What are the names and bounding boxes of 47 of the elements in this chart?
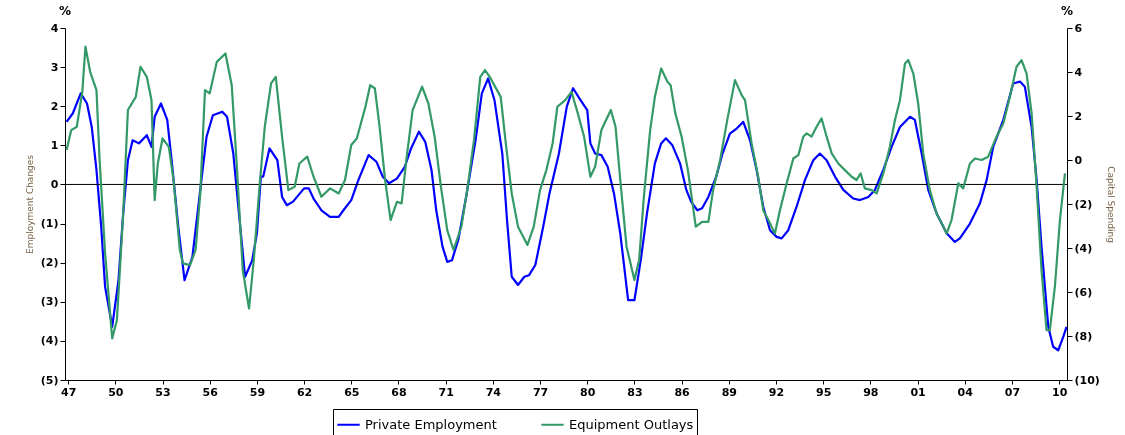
y-tick-label: (2) bbox=[40, 256, 59, 270]
y2-axis-title: Capital Spending bbox=[1105, 166, 1116, 243]
x-tick-label: 47 bbox=[60, 385, 77, 399]
x-tick-label: 83 bbox=[627, 385, 643, 399]
x-tick-label: 01 bbox=[910, 385, 926, 399]
text: % bbox=[1060, 4, 1074, 18]
legend-label: Equipment Outlays bbox=[569, 416, 694, 432]
y-tick-label: 3 bbox=[50, 60, 59, 74]
y2-tick-label: (10) bbox=[1074, 373, 1100, 387]
y2-tick-label: 2 bbox=[1074, 109, 1083, 123]
x-tick-label: 92 bbox=[768, 385, 785, 399]
x-tick-label: 50 bbox=[108, 385, 124, 399]
x-tick-label: 98 bbox=[863, 385, 879, 399]
x-tick-label: 04 bbox=[957, 385, 974, 399]
y-tick-label: 4 bbox=[50, 21, 59, 35]
legend-label: Private Employment bbox=[365, 416, 497, 432]
x-tick-label: 95 bbox=[816, 385, 832, 399]
x-tick-label: 68 bbox=[391, 385, 407, 399]
x-tick-label: 07 bbox=[1004, 385, 1021, 399]
y-tick-label: 1 bbox=[50, 138, 59, 152]
y2-tick-label: 6 bbox=[1074, 21, 1083, 35]
x-tick-label: 77 bbox=[532, 385, 549, 399]
x-tick-label: 71 bbox=[438, 385, 454, 399]
x-tick-label: 86 bbox=[674, 385, 691, 399]
x-tick-label: 10 bbox=[1051, 385, 1068, 399]
y-tick-label: (4) bbox=[40, 334, 59, 348]
x-tick-label: 62 bbox=[296, 385, 313, 399]
y2-tick-label: 4 bbox=[1074, 65, 1083, 79]
y-tick-label: 2 bbox=[50, 99, 59, 113]
x-tick-label: 65 bbox=[344, 385, 360, 399]
y-tick-label: (5) bbox=[40, 373, 59, 387]
y-tick-label: (3) bbox=[40, 295, 59, 309]
x-tick-label: 80 bbox=[580, 385, 596, 399]
x-tick-label: 56 bbox=[202, 385, 219, 399]
y2-tick-label: (4) bbox=[1074, 241, 1093, 255]
text: % bbox=[58, 4, 72, 18]
y2-tick-label: 0 bbox=[1074, 153, 1083, 167]
y-tick-label: (1) bbox=[40, 217, 59, 231]
x-tick-label: 74 bbox=[485, 385, 502, 399]
x-tick-label: 89 bbox=[721, 385, 737, 399]
y-tick-label: 0 bbox=[50, 177, 59, 191]
x-tick-label: 59 bbox=[249, 385, 266, 399]
y2-tick-label: (8) bbox=[1074, 329, 1093, 343]
y-axis-title: Employment Changes bbox=[24, 154, 35, 255]
y2-tick-label: (6) bbox=[1074, 285, 1093, 299]
y2-tick-label: (2) bbox=[1074, 197, 1093, 211]
x-tick-label: 53 bbox=[155, 385, 171, 399]
